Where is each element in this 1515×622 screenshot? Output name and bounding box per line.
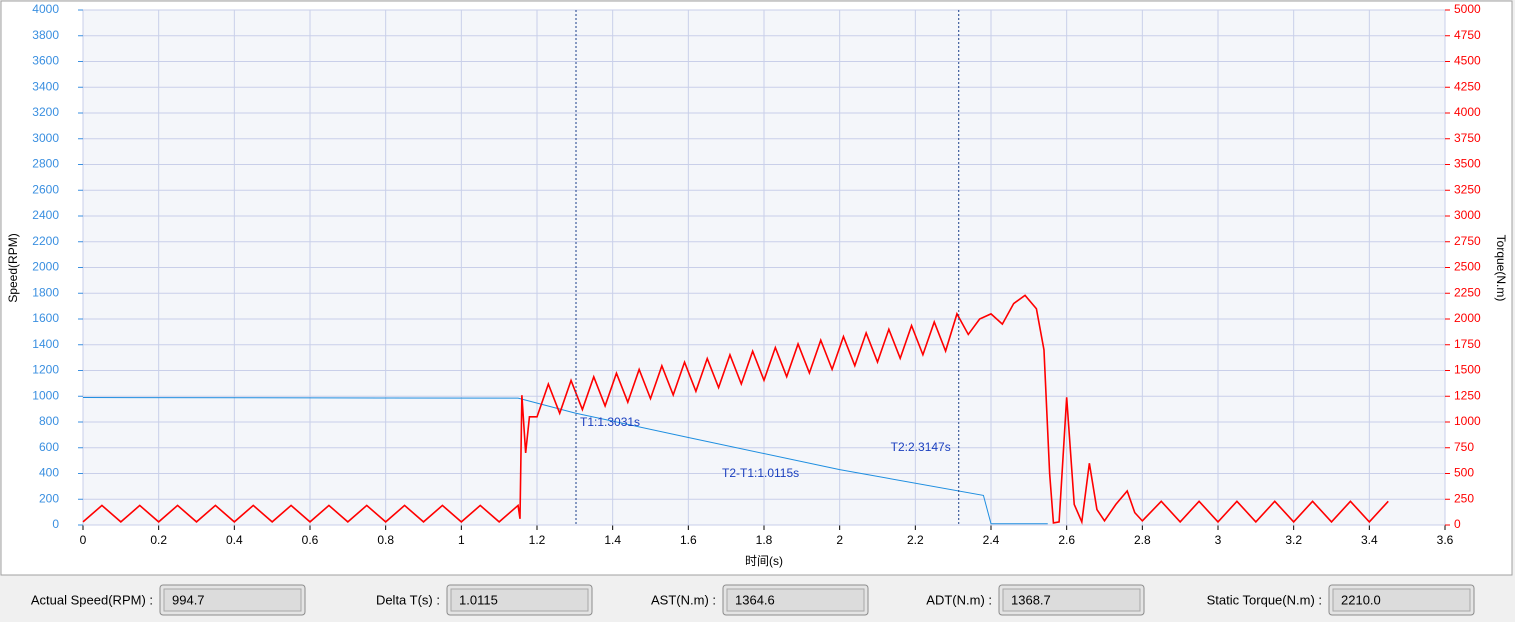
y-tick-label: 400 bbox=[39, 466, 59, 480]
x-tick-label: 2 bbox=[836, 533, 843, 547]
y2-tick-label: 1000 bbox=[1454, 414, 1481, 428]
y2-tick-label: 1750 bbox=[1454, 337, 1481, 351]
x-tick-label: 3 bbox=[1215, 533, 1222, 547]
x-tick-label: 0.2 bbox=[150, 533, 167, 547]
y-tick-label: 1200 bbox=[32, 363, 59, 377]
x-tick-label: 3.4 bbox=[1361, 533, 1378, 547]
field-inner bbox=[1332, 588, 1471, 612]
x-tick-label: 1.4 bbox=[604, 533, 621, 547]
x-tick-label: 0.6 bbox=[302, 533, 319, 547]
field-inner bbox=[163, 588, 302, 612]
field-value: 994.7 bbox=[172, 592, 205, 607]
y-tick-label: 1000 bbox=[32, 388, 59, 402]
y2-tick-label: 3750 bbox=[1454, 131, 1481, 145]
y2-tick-label: 2500 bbox=[1454, 260, 1481, 274]
y-tick-label: 1600 bbox=[32, 311, 59, 325]
y-tick-label: 2200 bbox=[32, 234, 59, 248]
y2-axis-label: Torque(N.m) bbox=[1494, 235, 1508, 302]
x-tick-label: 1.8 bbox=[756, 533, 773, 547]
x-tick-label: 2.6 bbox=[1058, 533, 1075, 547]
y-tick-label: 3200 bbox=[32, 105, 59, 119]
y-tick-label: 2800 bbox=[32, 157, 59, 171]
series-line bbox=[82, 397, 1048, 525]
field-label: Actual Speed(RPM) : bbox=[31, 592, 153, 607]
series-line bbox=[82, 294, 1389, 525]
y-tick-label: 600 bbox=[39, 440, 59, 454]
field-inner bbox=[450, 588, 589, 612]
field-inner bbox=[1002, 588, 1141, 612]
x-axis-label: 时间(s) bbox=[745, 554, 783, 568]
y-tick-label: 3400 bbox=[32, 79, 59, 93]
y-tick-label: 2400 bbox=[32, 208, 59, 222]
cursor-label: T1:1.3031s bbox=[580, 415, 640, 429]
field-label: Delta T(s) : bbox=[376, 592, 440, 607]
y2-tick-label: 2000 bbox=[1454, 311, 1481, 325]
cursor-delta-label: T2-T1:1.0115s bbox=[722, 466, 799, 480]
y2-tick-label: 250 bbox=[1454, 491, 1474, 505]
y2-tick-label: 1250 bbox=[1454, 388, 1481, 402]
x-tick-label: 1.2 bbox=[529, 533, 546, 547]
y-tick-label: 1800 bbox=[32, 285, 59, 299]
y2-tick-label: 3500 bbox=[1454, 157, 1481, 171]
y-tick-label: 0 bbox=[52, 517, 59, 531]
x-tick-label: 1.6 bbox=[680, 533, 697, 547]
y-tick-label: 3000 bbox=[32, 131, 59, 145]
y2-tick-label: 750 bbox=[1454, 440, 1474, 454]
y2-tick-label: 2750 bbox=[1454, 234, 1481, 248]
y2-tick-label: 4750 bbox=[1454, 28, 1481, 42]
x-tick-label: 0.4 bbox=[226, 533, 243, 547]
x-tick-label: 2.4 bbox=[983, 533, 1000, 547]
x-tick-label: 1 bbox=[458, 533, 465, 547]
y-tick-label: 2000 bbox=[32, 260, 59, 274]
x-tick-label: 3.2 bbox=[1285, 533, 1302, 547]
y2-tick-label: 2250 bbox=[1454, 285, 1481, 299]
field-label: ADT(N.m) : bbox=[926, 592, 992, 607]
field-label: AST(N.m) : bbox=[651, 592, 716, 607]
y2-tick-label: 500 bbox=[1454, 466, 1474, 480]
field-value: 1364.6 bbox=[735, 592, 775, 607]
field-label: Static Torque(N.m) : bbox=[1207, 592, 1322, 607]
y2-tick-label: 3000 bbox=[1454, 208, 1481, 222]
x-tick-label: 2.2 bbox=[907, 533, 924, 547]
field-inner bbox=[726, 588, 865, 612]
field-value: 1.0115 bbox=[459, 592, 498, 607]
y-tick-label: 4000 bbox=[32, 2, 59, 16]
x-tick-label: 3.6 bbox=[1437, 533, 1454, 547]
y-tick-label: 800 bbox=[39, 414, 59, 428]
y-tick-label: 3800 bbox=[32, 28, 59, 42]
x-tick-label: 0 bbox=[80, 533, 87, 547]
y2-tick-label: 1500 bbox=[1454, 363, 1481, 377]
y2-tick-label: 5000 bbox=[1454, 2, 1481, 16]
y2-tick-label: 4250 bbox=[1454, 79, 1481, 93]
y-tick-label: 2600 bbox=[32, 182, 59, 196]
y-tick-label: 3600 bbox=[32, 54, 59, 68]
field-value: 1368.7 bbox=[1011, 592, 1051, 607]
x-tick-label: 2.8 bbox=[1134, 533, 1151, 547]
y2-tick-label: 4500 bbox=[1454, 54, 1481, 68]
y2-tick-label: 0 bbox=[1454, 517, 1461, 531]
y-tick-label: 1400 bbox=[32, 337, 59, 351]
y2-tick-label: 3250 bbox=[1454, 182, 1481, 196]
x-tick-label: 0.8 bbox=[377, 533, 394, 547]
y-axis-label: Speed(RPM) bbox=[6, 233, 20, 302]
cursor-label: T2:2.3147s bbox=[891, 440, 951, 454]
y2-tick-label: 4000 bbox=[1454, 105, 1481, 119]
y-tick-label: 200 bbox=[39, 491, 59, 505]
field-value: 2210.0 bbox=[1341, 592, 1381, 607]
